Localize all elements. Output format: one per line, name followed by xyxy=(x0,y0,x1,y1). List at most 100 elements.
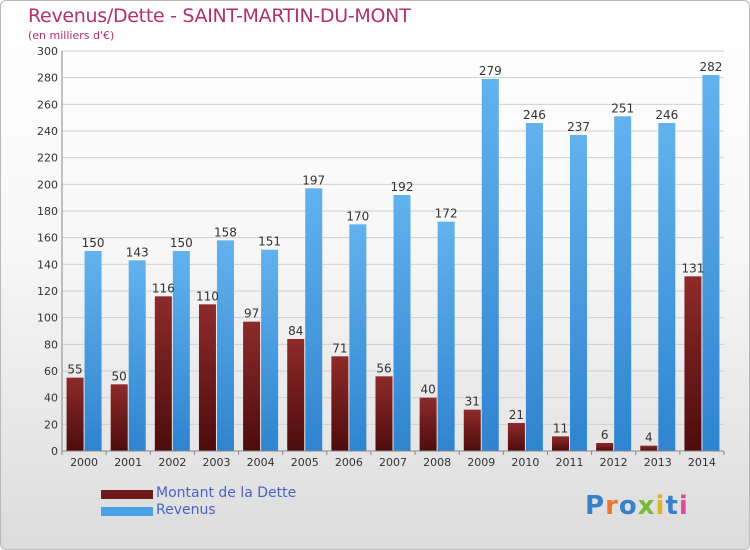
proxiti-logo: Proxiti xyxy=(585,491,689,521)
y-tick-label: 180 xyxy=(37,205,58,218)
y-tick-label: 60 xyxy=(44,365,58,378)
legend-swatch-dette xyxy=(101,490,153,499)
y-tick-label: 300 xyxy=(37,45,58,58)
chart-title: Revenus/Dette - SAINT-MARTIN-DU-MONT xyxy=(28,5,411,27)
bar-revenus xyxy=(305,188,323,452)
bar-dette xyxy=(287,339,305,451)
data-label-revenus: 246 xyxy=(523,108,546,122)
y-tick-label: 260 xyxy=(37,98,58,111)
bar-revenus xyxy=(437,221,455,451)
bar-revenus xyxy=(570,135,588,451)
bar-dette xyxy=(684,276,702,451)
bar-revenus xyxy=(172,251,190,451)
data-label-revenus: 279 xyxy=(479,64,502,78)
bar-revenus xyxy=(393,195,411,451)
data-label-dette: 31 xyxy=(465,395,480,409)
bar-revenus xyxy=(614,116,632,451)
data-label-dette: 131 xyxy=(681,261,704,275)
data-label-revenus: 246 xyxy=(655,108,678,122)
x-tick-label: 2008 xyxy=(423,456,451,469)
legend-label-revenus: Revenus xyxy=(156,502,216,518)
y-tick-label: 100 xyxy=(37,312,58,325)
bar-dette xyxy=(154,296,172,451)
data-label-dette: 110 xyxy=(196,289,219,303)
x-tick-label: 2000 xyxy=(70,456,98,469)
data-label-revenus: 192 xyxy=(391,180,414,194)
bar-revenus xyxy=(525,123,543,451)
legend-label-dette: Montant de la Dette xyxy=(156,485,297,501)
chart-subtitle: (en milliers d'€) xyxy=(28,29,115,42)
data-label-revenus: 170 xyxy=(346,209,369,223)
y-tick-label: 240 xyxy=(37,125,58,138)
x-tick-label: 2003 xyxy=(202,456,230,469)
bar-revenus xyxy=(84,251,102,451)
bar-dette xyxy=(198,304,216,451)
x-tick-label: 2004 xyxy=(247,456,275,469)
bar-dette xyxy=(640,445,658,451)
y-tick-label: 160 xyxy=(37,232,58,245)
legend-swatch-revenus xyxy=(101,507,153,516)
bar-dette xyxy=(596,443,614,451)
y-tick-label: 80 xyxy=(44,338,58,351)
data-label-dette: 71 xyxy=(332,341,347,355)
x-tick-label: 2005 xyxy=(291,456,319,469)
y-tick-label: 20 xyxy=(44,418,58,431)
logo-letter: i xyxy=(678,491,689,521)
bar-revenus xyxy=(349,224,367,451)
data-label-dette: 40 xyxy=(420,383,435,397)
logo-letter: r xyxy=(605,491,619,521)
bar-dette xyxy=(463,409,481,451)
bar-dette xyxy=(110,384,128,451)
bar-revenus xyxy=(261,249,279,451)
y-tick-label: 140 xyxy=(37,258,58,271)
data-label-dette: 97 xyxy=(244,307,259,321)
bars-layer xyxy=(66,75,720,452)
bar-revenus xyxy=(216,240,234,451)
data-label-revenus: 197 xyxy=(302,173,325,187)
data-label-revenus: 151 xyxy=(258,235,281,249)
x-tick-label: 2007 xyxy=(379,456,407,469)
x-tick-label: 2013 xyxy=(644,456,672,469)
logo-letter: t xyxy=(665,491,679,521)
data-label-revenus: 143 xyxy=(126,245,149,259)
data-label-dette: 11 xyxy=(553,421,568,435)
bar-dette xyxy=(375,376,393,451)
y-tick-label: 0 xyxy=(51,445,58,458)
x-tick-label: 2009 xyxy=(467,456,495,469)
data-label-revenus: 237 xyxy=(567,120,590,134)
data-label-dette: 21 xyxy=(509,408,524,422)
y-tick-label: 40 xyxy=(44,392,58,405)
y-tick-label: 280 xyxy=(37,72,58,85)
logo-letter: o xyxy=(618,491,638,521)
bar-revenus xyxy=(128,260,146,451)
logo-letter: x xyxy=(637,491,656,521)
bar-revenus xyxy=(481,79,499,451)
y-tick-label: 120 xyxy=(37,285,58,298)
bar-dette xyxy=(507,423,525,451)
x-tick-label: 2001 xyxy=(114,456,142,469)
data-label-dette: 116 xyxy=(152,281,175,295)
bar-dette xyxy=(552,436,570,451)
bar-dette xyxy=(243,321,261,451)
grid-layer xyxy=(62,50,724,452)
x-tick-label: 2014 xyxy=(688,456,716,469)
labels-layer: 5515050143116150110158971518419771170561… xyxy=(67,60,722,445)
data-label-revenus: 282 xyxy=(699,60,722,74)
bar-dette xyxy=(66,377,84,451)
logo-letter: i xyxy=(655,491,666,521)
y-tick-label: 220 xyxy=(37,152,58,165)
logo-letter: P xyxy=(585,491,606,521)
data-label-revenus: 172 xyxy=(435,207,458,221)
data-label-dette: 6 xyxy=(601,428,609,442)
bar-revenus xyxy=(658,123,676,451)
x-tick-label: 2002 xyxy=(158,456,186,469)
data-label-revenus: 150 xyxy=(82,236,105,250)
data-label-dette: 56 xyxy=(376,361,391,375)
axis-layer: 0 20 40 60 80 100 120 140 160 180 200 220 240 260 280 3… xyxy=(37,45,725,469)
data-label-revenus: 150 xyxy=(170,236,193,250)
data-label-dette: 4 xyxy=(645,431,653,445)
data-label-dette: 55 xyxy=(67,363,82,377)
x-tick-label: 2012 xyxy=(600,456,628,469)
